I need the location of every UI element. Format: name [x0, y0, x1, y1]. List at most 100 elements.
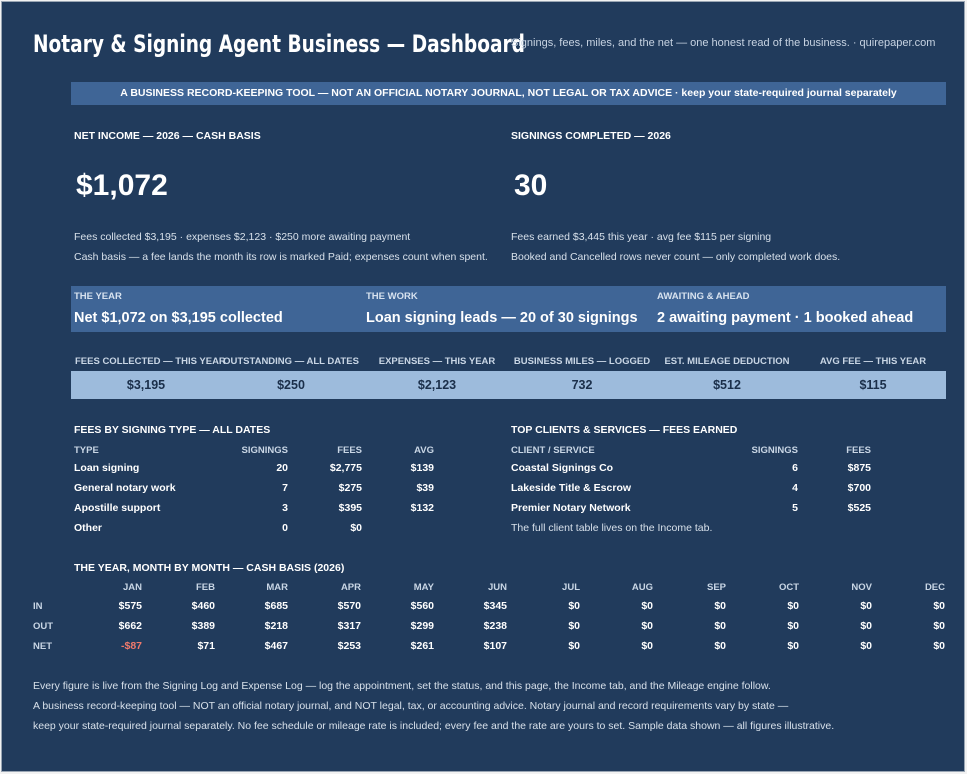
kpi-value-expenses: $2,123 — [417, 378, 457, 392]
client-row-name: Premier Notary Network — [511, 502, 631, 514]
month-cell: $218 — [264, 620, 288, 632]
summary-band: THE YEAR Net $1,072 on $3,195 collected … — [71, 286, 946, 332]
net-income-detail: Fees collected $3,195 · expenses $2,123 … — [74, 231, 411, 243]
kpi-value-mileage-deduction: $512 — [713, 378, 741, 392]
table-cell: 3 — [282, 502, 288, 514]
month-cell: $0 — [933, 620, 945, 632]
month-cell: $345 — [483, 600, 507, 612]
page-title: Notary & Signing Agent Business — Dashbo… — [33, 30, 525, 58]
clients-name-header: CLIENT / SERVICE — [511, 445, 595, 456]
fees-by-type-title: FEES BY SIGNING TYPE — ALL DATES — [74, 424, 271, 436]
top-clients-title: TOP CLIENTS & SERVICES — FEES EARNED — [511, 424, 738, 436]
month-cell: $575 — [118, 600, 142, 612]
kpi-label-fees: FEES COLLECTED — THIS YEAR — [75, 356, 226, 367]
signings-value: 30 — [514, 169, 548, 202]
month-cell: $0 — [714, 620, 726, 632]
monthly-title: THE YEAR, MONTH BY MONTH — CASH BASIS (2… — [74, 562, 345, 574]
table-cell: $525 — [847, 502, 871, 514]
month-header: MAR — [266, 582, 288, 593]
table-row-type: Apostille support — [74, 502, 161, 514]
fees-type-header: TYPE — [74, 445, 99, 456]
month-cell: $0 — [568, 600, 580, 612]
month-cell: $389 — [191, 620, 215, 632]
table-cell: $395 — [338, 502, 362, 514]
kpi-value-fees: $3,195 — [126, 378, 166, 392]
net-income-value: $1,072 — [76, 169, 168, 202]
footer-note-2: A business record-keeping tool — NOT an … — [33, 700, 789, 712]
footer-note-3: keep your state-required journal separat… — [33, 720, 835, 732]
month-cell: $0 — [787, 600, 799, 612]
month-cell: $238 — [483, 620, 507, 632]
month-cell: $0 — [714, 600, 726, 612]
clients-signings-header: SIGNINGS — [751, 445, 798, 456]
band-work-label: THE WORK — [366, 291, 418, 302]
month-cell-negative: -$87 — [120, 640, 142, 652]
page-subtitle: Signings, fees, miles, and the net — one… — [511, 37, 936, 49]
band-year-value: Net $1,072 on $3,195 collected — [74, 310, 283, 326]
band-ahead-label: AWAITING & AHEAD — [657, 291, 750, 302]
kpi-value-avg-fee: $115 — [859, 378, 887, 392]
month-cell: $253 — [337, 640, 361, 652]
month-cell: $467 — [264, 640, 288, 652]
month-cell: $107 — [483, 640, 507, 652]
table-row-type: Loan signing — [74, 462, 140, 474]
client-row-name: Lakeside Title & Escrow — [511, 482, 632, 494]
clients-note: The full client table lives on the Incom… — [511, 522, 713, 534]
kpi-label-avg-fee: AVG FEE — THIS YEAR — [819, 356, 927, 367]
month-cell: $0 — [860, 640, 872, 652]
table-cell: $700 — [847, 482, 871, 494]
table-cell: $0 — [350, 522, 362, 534]
table-cell: 20 — [276, 462, 288, 474]
table-cell: $275 — [338, 482, 362, 494]
table-cell: $132 — [410, 502, 434, 514]
month-cell: $0 — [933, 600, 945, 612]
net-income-note: Cash basis — a fee lands the month its r… — [74, 251, 488, 263]
month-cell: $0 — [641, 600, 653, 612]
table-cell: 4 — [792, 482, 798, 494]
month-cell: $0 — [933, 640, 945, 652]
month-cell: $0 — [641, 640, 653, 652]
row-label-net: NET — [33, 641, 52, 652]
client-row-name: Coastal Signings Co — [511, 462, 614, 474]
month-cell: $71 — [197, 640, 215, 652]
fees-signings-header: SIGNINGS — [241, 445, 288, 456]
month-cell: $662 — [118, 620, 142, 632]
band-year-label: THE YEAR — [74, 291, 122, 302]
fees-fees-header: FEES — [337, 445, 362, 456]
signings-note: Booked and Cancelled rows never count — … — [511, 251, 841, 263]
month-cell: $0 — [568, 620, 580, 632]
month-header: JUL — [562, 582, 580, 593]
month-header: MAY — [413, 582, 434, 593]
band-ahead-value: 2 awaiting payment · 1 booked ahead — [657, 310, 914, 326]
month-header: SEP — [706, 582, 726, 593]
signings-detail: Fees earned $3,445 this year · avg fee $… — [511, 231, 772, 243]
kpi-label-mileage-deduction: EST. MILEAGE DEDUCTION — [664, 356, 790, 367]
month-cell: $560 — [410, 600, 434, 612]
month-header: FEB — [196, 582, 215, 593]
month-header: AUG — [631, 582, 653, 593]
month-cell: $0 — [860, 600, 872, 612]
table-cell: 7 — [282, 482, 288, 494]
table-cell: 5 — [792, 502, 798, 514]
month-header: NOV — [851, 582, 872, 593]
month-header: DEC — [924, 582, 945, 593]
month-cell: $570 — [337, 600, 361, 612]
table-cell: 6 — [792, 462, 798, 474]
month-header: APR — [340, 582, 361, 593]
net-income-label: NET INCOME — 2026 — CASH BASIS — [74, 130, 261, 142]
table-row-type: General notary work — [74, 482, 176, 494]
month-cell: $0 — [860, 620, 872, 632]
kpi-label-expenses: EXPENSES — THIS YEAR — [378, 356, 496, 367]
signings-label: SIGNINGS COMPLETED — 2026 — [511, 130, 671, 142]
kpi-value-outstanding: $250 — [277, 378, 305, 392]
month-header: OCT — [778, 582, 799, 593]
fees-avg-header: AVG — [414, 445, 434, 456]
month-cell: $0 — [641, 620, 653, 632]
clients-fees-header: FEES — [846, 445, 871, 456]
table-cell: $875 — [847, 462, 871, 474]
kpi-label-miles: BUSINESS MILES — LOGGED — [513, 356, 651, 367]
kpi-label-outstanding: OUTSTANDING — ALL DATES — [223, 356, 359, 367]
month-cell: $0 — [787, 620, 799, 632]
kpi-strip: $3,195 $250 $2,123 732 $512 $115 — [71, 371, 946, 399]
